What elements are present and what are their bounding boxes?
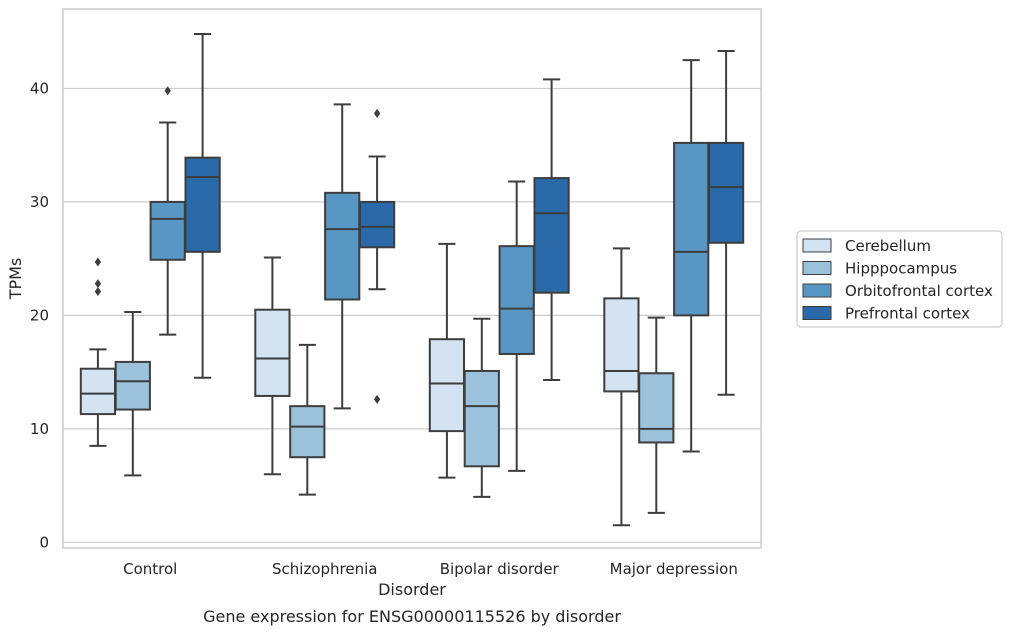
outlier-point — [94, 279, 102, 289]
box-iqr — [358, 200, 396, 249]
y-tick-label: 30 — [30, 193, 49, 211]
box-orbitofrontal-cortex — [324, 103, 361, 410]
x-tick-label: Schizophrenia — [272, 560, 377, 578]
box-iqr — [707, 141, 745, 244]
legend: Cerebellum Hipppocampus Orbitofrontal cort… — [796, 230, 1003, 328]
box-iqr — [149, 200, 186, 261]
x-tick-label: Major depression — [610, 560, 738, 578]
box-iqr — [79, 367, 117, 416]
box-cerebellum — [254, 256, 291, 476]
box-series-group — [79, 32, 745, 527]
box-iqr — [533, 177, 570, 294]
box-iqr — [114, 360, 151, 411]
x-tick-labels: Control Schizophrenia Bipolar disorder Majo… — [123, 560, 738, 578]
figure-caption: Gene expression for ENSG00000115526 by d… — [203, 607, 621, 626]
box-prefrontal-cortex — [358, 108, 396, 404]
box-iqr — [184, 156, 221, 253]
legend-swatch — [802, 283, 832, 298]
legend-label: Orbitofrontal cortex — [845, 282, 993, 300]
box-orbitofrontal-cortex — [673, 59, 710, 453]
outlier-point — [94, 287, 102, 297]
box-iqr — [603, 297, 640, 393]
legend-swatch — [802, 306, 832, 320]
y-tick-label: 10 — [30, 420, 49, 438]
legend-swatch — [802, 238, 832, 253]
y-tick-label: 0 — [39, 533, 49, 551]
box-hipppocampus — [114, 310, 151, 477]
box-iqr — [254, 308, 291, 397]
box-prefrontal-cortex — [707, 49, 745, 396]
box-iqr — [463, 369, 500, 468]
box-cerebellum — [603, 247, 640, 527]
box-hipppocampus — [463, 317, 500, 498]
box-prefrontal-cortex — [533, 78, 570, 382]
box-iqr — [498, 245, 535, 355]
box-prefrontal-cortex — [184, 32, 221, 379]
box-iqr — [638, 372, 675, 444]
y-tick-label: 20 — [30, 306, 49, 324]
box-cerebellum — [428, 242, 466, 479]
box-cerebellum — [79, 257, 117, 447]
box-orbitofrontal-cortex — [498, 180, 535, 472]
box-iqr — [428, 338, 466, 433]
x-tick-label: Control — [123, 560, 177, 578]
box-orbitofrontal-cortex — [149, 86, 186, 336]
y-tick-label: 40 — [30, 79, 49, 97]
box-hipppocampus — [638, 316, 675, 514]
legend-label: Hipppocampus — [845, 260, 957, 278]
box-hipppocampus — [289, 343, 326, 496]
x-tick-label: Bipolar disorder — [440, 560, 560, 578]
y-tick-labels: 0 10 20 30 40 — [30, 79, 49, 551]
outlier-point — [373, 394, 381, 404]
legend-label: Cerebellum — [845, 237, 931, 255]
outlier-point — [94, 257, 102, 267]
box-iqr — [289, 405, 326, 459]
box-iqr — [673, 141, 710, 317]
plot-frame — [62, 8, 762, 549]
x-axis-label: Disorder — [378, 580, 446, 599]
legend-frame — [796, 230, 1003, 328]
outlier-point — [373, 108, 381, 118]
legend-swatch — [802, 261, 832, 275]
legend-label: Prefrontal cortex — [845, 305, 970, 323]
box-iqr — [324, 191, 361, 301]
y-axis-label: TPMs — [6, 258, 25, 301]
outlier-point — [164, 86, 171, 96]
